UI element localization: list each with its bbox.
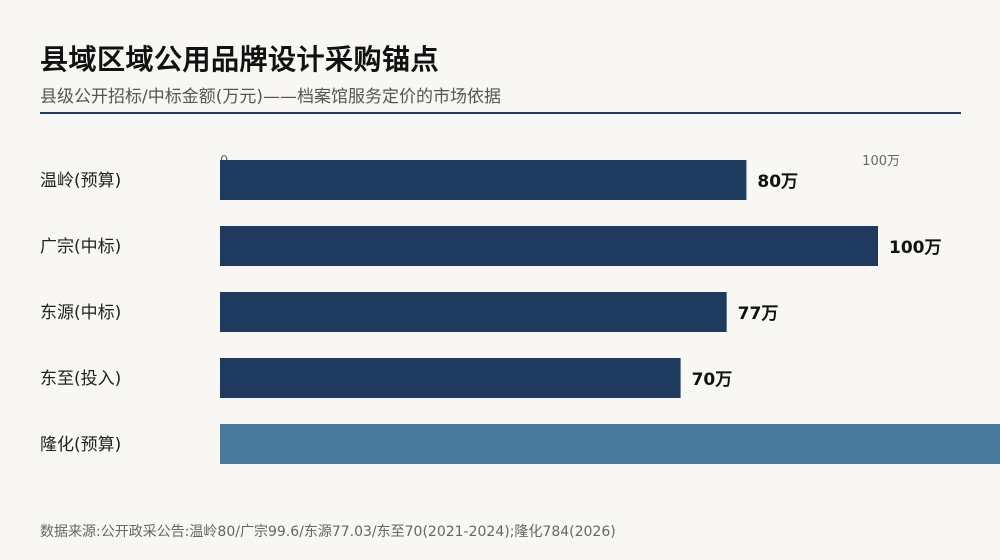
chart-title: 县域区域公用品牌设计采购锚点 (40, 43, 440, 76)
category-label: 广宗(中标) (40, 237, 121, 257)
value-label: 70万 (692, 370, 733, 390)
bar (220, 226, 878, 266)
category-label: 东至(投入) (40, 369, 121, 389)
value-label: 77万 (738, 304, 779, 324)
bar-chart: 0100万温岭(预算)80万广宗(中标)100万东源(中标)77万东至(投入)7… (40, 154, 1000, 464)
bar (220, 292, 727, 332)
category-label: 温岭(预算) (40, 171, 121, 191)
source-note: 数据来源:公开政采公告:温岭80/广宗99.6/东源77.03/东至70(202… (40, 524, 616, 540)
x-tick-label: 100万 (862, 154, 900, 169)
category-label: 东源(中标) (40, 303, 121, 323)
bar (220, 424, 1000, 464)
category-label: 隆化(预算) (40, 435, 121, 455)
value-label: 80万 (757, 172, 798, 192)
header-rule (40, 112, 961, 114)
bar (220, 358, 681, 398)
bar (220, 160, 747, 200)
chart-subtitle: 县级公开招标/中标金额(万元)——档案馆服务定价的市场依据 (40, 87, 501, 107)
value-label: 100万 (889, 238, 942, 258)
